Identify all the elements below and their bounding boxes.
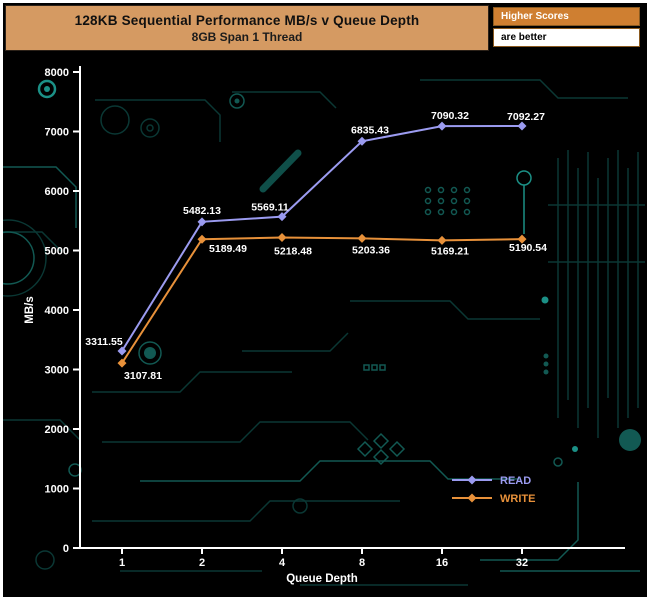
x-tick-label: 2 [199,557,205,569]
y-tick-label: 8000 [45,67,69,79]
data-label: 5189.49 [209,243,247,255]
x-tick-label: 1 [119,557,125,569]
data-label: 7090.32 [431,110,469,122]
legend-label: READ [500,475,531,487]
chart-canvas: 0 1000 2000 3000 4000 5000 6000 7000 8000 1 2 4 8 16 3… [3,66,645,586]
y-axis-ticks: 0 1000 2000 3000 4000 5000 6000 7000 8000 [45,67,80,555]
plot-area: 0 1000 2000 3000 4000 5000 6000 7000 8000 1 2 4 8 16 3… [24,66,625,585]
circuit-decoration [3,79,645,586]
y-tick-label: 2000 [45,424,69,436]
are-better-badge: are better [493,28,640,47]
x-axis-title: Queue Depth [286,573,358,585]
outer-frame: 0 1000 2000 3000 4000 5000 6000 7000 8000 1 2 4 8 16 3… [3,3,647,597]
chart-title: 128KB Sequential Performance MB/s v Queu… [74,12,420,28]
y-tick-label: 3000 [45,365,69,377]
write-series: 3107.81 5189.49 5218.48 5203.36 5169.21 5190.… [117,233,547,382]
y-tick-label: 0 [63,543,69,555]
data-label: 6835.43 [351,124,389,136]
y-tick-label: 6000 [45,186,69,198]
data-label: 3311.55 [85,336,123,348]
x-tick-label: 32 [516,557,528,569]
data-label: 5569.11 [251,202,289,214]
y-axis-title: MB/s [24,296,36,323]
x-tick-label: 8 [359,557,365,569]
y-tick-label: 7000 [45,127,69,139]
legend: READ WRITE [452,475,535,505]
data-label: 5190.54 [509,242,547,254]
y-tick-label: 1000 [45,484,69,496]
data-label: 5482.13 [183,205,221,217]
y-tick-label: 5000 [45,246,69,258]
legend-label: WRITE [500,493,535,505]
axes [79,66,625,549]
x-tick-label: 16 [436,557,448,569]
data-label: 7092.27 [507,111,545,123]
data-label: 5218.48 [274,246,312,258]
y-tick-label: 4000 [45,305,69,317]
x-tick-label: 4 [279,557,286,569]
data-label: 5203.36 [352,244,390,256]
data-label: 5169.21 [431,245,469,257]
chart-subtitle: 8GB Span 1 Thread [191,29,303,44]
read-series: 3311.55 5482.13 5569.11 6835.43 7090.32 7092.… [85,110,545,356]
data-label: 3107.81 [124,370,162,382]
higher-scores-badge: Higher Scores [493,7,640,26]
x-axis-ticks: 1 2 4 8 16 32 [119,548,528,569]
chart-title-box: 128KB Sequential Performance MB/s v Queu… [5,5,489,51]
